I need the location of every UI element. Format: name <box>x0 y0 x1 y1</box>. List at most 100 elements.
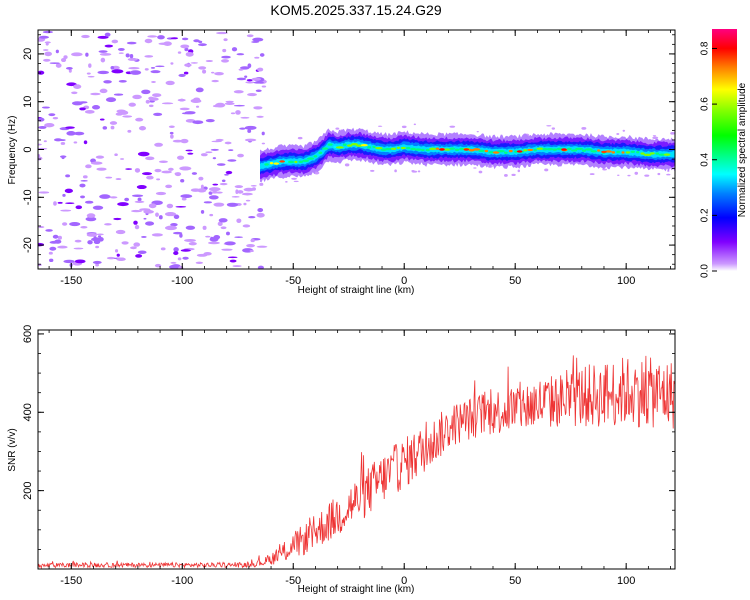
noise-blob <box>43 140 47 143</box>
noise-blob <box>180 249 191 252</box>
noise-blob <box>145 156 155 161</box>
snr-y-ticks: 200 400 600 <box>22 325 675 550</box>
noise-blob <box>106 256 116 260</box>
noise-blob <box>38 242 45 247</box>
noise-blob <box>166 203 174 209</box>
noise-blob <box>219 182 228 186</box>
trace-halo-speck <box>657 172 661 176</box>
noise-blob <box>155 65 165 68</box>
noise-blob <box>96 167 107 171</box>
noise-blob <box>214 71 224 76</box>
noise-blob <box>225 100 234 103</box>
trace-peak-spot <box>472 148 481 151</box>
noise-blob <box>187 152 194 155</box>
noise-blob <box>215 138 224 142</box>
noise-blob <box>244 125 257 130</box>
noise-blob <box>110 65 115 70</box>
noise-blob <box>99 194 111 199</box>
noise-blob <box>138 126 147 131</box>
trace-peak-spot <box>556 147 563 151</box>
trace-peak-spot <box>523 149 528 152</box>
noise-blob <box>127 129 132 133</box>
noise-blob <box>133 220 138 225</box>
colorbar-gradient <box>712 29 737 271</box>
noise-blob <box>179 166 192 171</box>
noise-blob <box>227 159 237 162</box>
noise-blob <box>190 62 199 64</box>
noise-blob <box>96 233 104 236</box>
snr-y-tick-label: 400 <box>22 403 34 421</box>
noise-blob <box>178 73 186 77</box>
noise-blob <box>158 215 163 220</box>
noise-blob <box>242 224 251 228</box>
noise-blob <box>185 149 193 152</box>
trace-peak-spot <box>575 147 584 151</box>
noise-blob <box>185 51 194 57</box>
spectrogram-x-tick-label: -50 <box>285 275 301 287</box>
noise-blob <box>74 259 86 264</box>
trace-peak-spot <box>658 153 666 156</box>
noise-blob <box>160 247 166 251</box>
noise-blob <box>144 38 153 44</box>
noise-blob <box>257 67 264 72</box>
noise-blob <box>202 225 207 230</box>
trace-peak-spot <box>264 163 269 166</box>
trace-halo-speck <box>335 127 340 130</box>
noise-blob <box>168 167 174 171</box>
noise-blob <box>143 209 154 214</box>
noise-blob <box>79 107 86 111</box>
trace-peak-spot <box>360 144 368 147</box>
trace-peak-spot <box>367 146 372 149</box>
trace-peak-spot <box>287 160 295 164</box>
noise-blob <box>224 102 235 106</box>
noise-blob <box>243 202 247 206</box>
noise-blob <box>44 122 55 128</box>
noise-blob <box>124 197 130 202</box>
noise-blob <box>118 52 124 54</box>
noise-blob <box>243 187 255 192</box>
trace-peak-spot <box>597 149 601 152</box>
noise-blob <box>139 208 151 211</box>
trace-halo-speck <box>670 131 675 135</box>
trace-peak-spot <box>335 146 344 149</box>
trace-halo-speck <box>627 174 631 177</box>
noise-blob <box>212 183 219 186</box>
noise-blob <box>173 251 179 256</box>
noise-blob <box>137 250 147 255</box>
noise-blob <box>60 209 72 212</box>
noise-blob <box>184 239 196 242</box>
noise-blob <box>232 265 242 267</box>
noise-blob <box>121 241 129 245</box>
trace-peak-spot <box>421 148 425 152</box>
noise-blob <box>144 55 154 58</box>
noise-blob <box>55 49 59 54</box>
noise-blob <box>169 131 174 135</box>
noise-blob <box>203 252 212 256</box>
snr-y-tick-label: 600 <box>22 325 34 343</box>
noise-blob <box>253 106 263 110</box>
noise-blob <box>38 35 50 39</box>
noise-blob <box>144 68 149 71</box>
noise-blob <box>92 260 102 264</box>
trace-halo-speck <box>622 129 626 132</box>
noise-blob <box>256 245 268 248</box>
noise-blob <box>97 235 102 238</box>
noise-blob <box>221 59 230 63</box>
noise-blob <box>85 164 92 169</box>
trace-halo-speck <box>293 180 299 183</box>
noise-blob <box>200 209 205 214</box>
noise-blob <box>71 52 83 57</box>
noise-blob <box>248 215 256 219</box>
noise-blob <box>141 172 153 176</box>
noise-blob <box>60 58 67 63</box>
trace-peak-spot <box>406 146 411 150</box>
colorbar-tick-label: 0.6 <box>700 97 711 111</box>
noise-blob <box>228 149 234 152</box>
trace-peak-spot <box>396 146 401 150</box>
noise-blob <box>65 202 75 205</box>
noise-blob <box>104 223 112 226</box>
spectrogram-x-tick-label: -150 <box>60 275 82 287</box>
trace-peak-spot <box>630 150 636 154</box>
noise-blob <box>132 209 139 212</box>
